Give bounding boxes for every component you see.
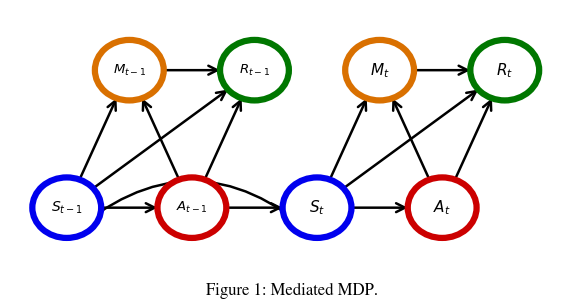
- FancyArrowPatch shape: [330, 101, 366, 180]
- FancyArrowPatch shape: [143, 101, 179, 180]
- Circle shape: [221, 41, 287, 99]
- FancyArrowPatch shape: [101, 203, 155, 212]
- FancyArrowPatch shape: [455, 101, 491, 180]
- FancyArrowPatch shape: [226, 203, 280, 212]
- Circle shape: [284, 178, 350, 237]
- Text: $M_{t-1}$: $M_{t-1}$: [113, 63, 146, 78]
- FancyArrowPatch shape: [67, 181, 315, 238]
- FancyArrowPatch shape: [93, 91, 226, 188]
- Text: $S_{t-1}$: $S_{t-1}$: [51, 200, 82, 216]
- FancyArrowPatch shape: [164, 66, 217, 75]
- Circle shape: [159, 178, 225, 237]
- Text: $M_t$: $M_t$: [370, 61, 390, 79]
- FancyArrowPatch shape: [343, 91, 476, 188]
- FancyArrowPatch shape: [204, 101, 241, 180]
- Text: $A_t$: $A_t$: [433, 198, 451, 217]
- Text: Figure 1: Mediated MDP.: Figure 1: Mediated MDP.: [206, 283, 378, 299]
- Text: $S_t$: $S_t$: [309, 198, 325, 217]
- Circle shape: [409, 178, 475, 237]
- Circle shape: [96, 41, 162, 99]
- FancyArrowPatch shape: [393, 101, 429, 180]
- Circle shape: [34, 178, 100, 237]
- Text: $A_{t-1}$: $A_{t-1}$: [176, 200, 208, 215]
- FancyArrowPatch shape: [352, 203, 405, 212]
- Text: $R_t$: $R_t$: [496, 61, 513, 79]
- Circle shape: [346, 41, 413, 99]
- Text: $R_{t-1}$: $R_{t-1}$: [239, 63, 270, 78]
- Circle shape: [472, 41, 538, 99]
- FancyArrowPatch shape: [79, 101, 116, 180]
- FancyArrowPatch shape: [414, 66, 468, 75]
